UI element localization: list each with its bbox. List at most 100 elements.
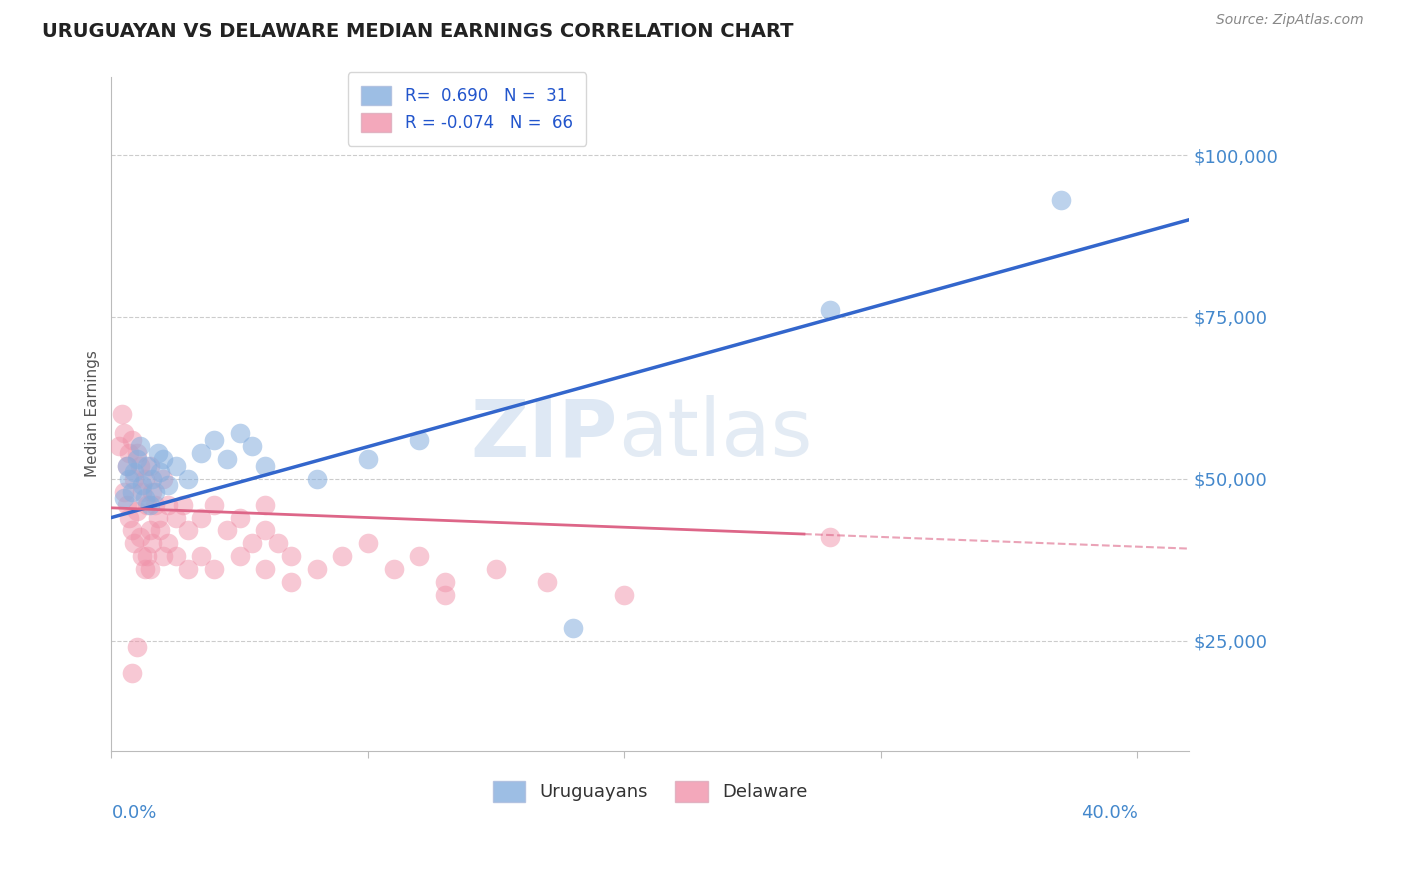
Point xyxy=(149,465,172,479)
Point xyxy=(139,562,162,576)
Point xyxy=(156,498,179,512)
Point xyxy=(134,472,156,486)
Point xyxy=(202,498,225,512)
Point xyxy=(128,530,150,544)
Point xyxy=(124,472,146,486)
Point xyxy=(613,588,636,602)
Legend: Uruguayans, Delaware: Uruguayans, Delaware xyxy=(485,773,814,809)
Point xyxy=(305,472,328,486)
Point xyxy=(152,472,174,486)
Point xyxy=(124,536,146,550)
Point xyxy=(136,498,159,512)
Point xyxy=(128,458,150,473)
Point xyxy=(121,433,143,447)
Point xyxy=(485,562,508,576)
Point xyxy=(190,549,212,564)
Point xyxy=(177,562,200,576)
Point xyxy=(143,498,166,512)
Point xyxy=(382,562,405,576)
Point xyxy=(134,562,156,576)
Point xyxy=(112,491,135,505)
Point xyxy=(115,458,138,473)
Point xyxy=(125,640,148,654)
Point xyxy=(141,536,163,550)
Point xyxy=(125,504,148,518)
Point xyxy=(818,303,841,318)
Point xyxy=(146,446,169,460)
Point xyxy=(818,530,841,544)
Point xyxy=(146,510,169,524)
Point xyxy=(139,498,162,512)
Point xyxy=(125,446,148,460)
Point xyxy=(108,439,131,453)
Point xyxy=(408,433,430,447)
Point xyxy=(172,498,194,512)
Point xyxy=(141,472,163,486)
Point xyxy=(134,491,156,505)
Point xyxy=(118,510,141,524)
Point xyxy=(125,452,148,467)
Point xyxy=(165,510,187,524)
Point xyxy=(136,549,159,564)
Point xyxy=(118,446,141,460)
Point xyxy=(141,484,163,499)
Point xyxy=(280,549,302,564)
Point xyxy=(536,575,558,590)
Point xyxy=(254,498,277,512)
Text: Source: ZipAtlas.com: Source: ZipAtlas.com xyxy=(1216,13,1364,28)
Point xyxy=(128,439,150,453)
Point xyxy=(143,484,166,499)
Text: 0.0%: 0.0% xyxy=(111,805,157,822)
Point xyxy=(202,433,225,447)
Point xyxy=(118,472,141,486)
Point xyxy=(254,524,277,538)
Point xyxy=(177,472,200,486)
Point xyxy=(131,478,153,492)
Point xyxy=(433,575,456,590)
Point xyxy=(112,484,135,499)
Point xyxy=(305,562,328,576)
Point xyxy=(330,549,353,564)
Point xyxy=(190,446,212,460)
Point xyxy=(165,549,187,564)
Point xyxy=(139,524,162,538)
Point xyxy=(177,524,200,538)
Point xyxy=(215,524,238,538)
Point xyxy=(111,407,134,421)
Text: ZIP: ZIP xyxy=(471,395,617,473)
Point xyxy=(228,549,250,564)
Point xyxy=(242,439,264,453)
Text: atlas: atlas xyxy=(617,395,813,473)
Point xyxy=(152,452,174,467)
Point xyxy=(215,452,238,467)
Point xyxy=(121,665,143,680)
Point xyxy=(228,510,250,524)
Point xyxy=(433,588,456,602)
Point xyxy=(121,484,143,499)
Text: 40.0%: 40.0% xyxy=(1081,805,1137,822)
Point xyxy=(131,549,153,564)
Point xyxy=(190,510,212,524)
Point xyxy=(115,458,138,473)
Point xyxy=(1049,194,1071,208)
Point xyxy=(165,458,187,473)
Point xyxy=(136,458,159,473)
Point xyxy=(254,458,277,473)
Point xyxy=(112,426,135,441)
Point xyxy=(124,465,146,479)
Point xyxy=(202,562,225,576)
Point xyxy=(156,478,179,492)
Point xyxy=(267,536,290,550)
Point xyxy=(357,452,380,467)
Y-axis label: Median Earnings: Median Earnings xyxy=(86,351,100,477)
Point xyxy=(131,484,153,499)
Point xyxy=(115,498,138,512)
Point xyxy=(280,575,302,590)
Point xyxy=(242,536,264,550)
Point xyxy=(357,536,380,550)
Point xyxy=(139,458,162,473)
Text: URUGUAYAN VS DELAWARE MEDIAN EARNINGS CORRELATION CHART: URUGUAYAN VS DELAWARE MEDIAN EARNINGS CO… xyxy=(42,22,793,41)
Point xyxy=(228,426,250,441)
Point xyxy=(121,524,143,538)
Point xyxy=(562,621,585,635)
